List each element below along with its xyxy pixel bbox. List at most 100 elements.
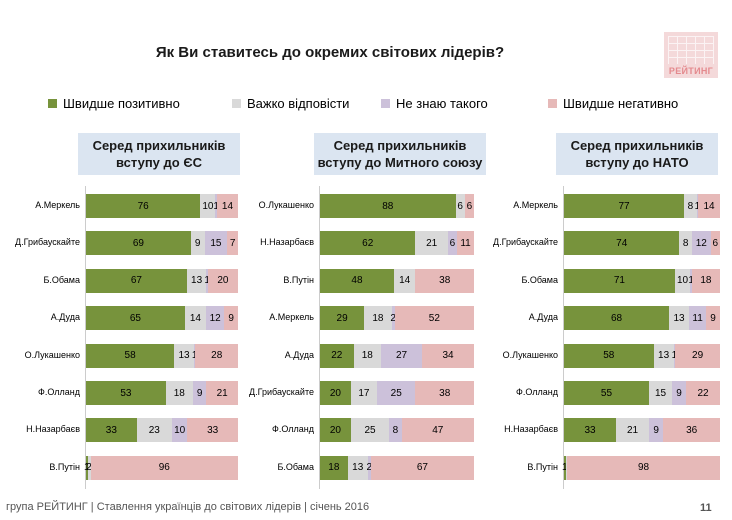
legend-label: Важко відповісти: [247, 96, 350, 111]
bar-segment: 1: [204, 268, 210, 293]
data-label: 25: [390, 387, 402, 399]
data-label: 2: [86, 462, 92, 474]
category-label: А.Дуда: [284, 349, 314, 360]
panel-title-text: Серед прихильників вступу до НАТО: [570, 138, 704, 170]
legend-label: Не знаю такого: [396, 96, 488, 111]
bar-segment: 2: [86, 455, 92, 480]
data-label: 18: [328, 462, 340, 474]
bar-segment: 33: [187, 418, 238, 443]
legend-swatch: [232, 99, 241, 109]
category-label: А.Дуда: [50, 312, 80, 323]
data-label: 34: [442, 350, 454, 362]
data-label: 20: [217, 275, 229, 287]
bar-segment: 7: [227, 231, 238, 256]
bar-segment: 6: [455, 194, 465, 218]
data-label: 14: [703, 200, 715, 212]
bar-segment: 13: [347, 455, 368, 480]
legend-swatch: [381, 99, 390, 109]
data-label: 68: [610, 312, 623, 324]
bar-segment: 1: [695, 194, 701, 218]
bar-segment: 14: [184, 306, 207, 331]
logo-grid-pattern: [668, 36, 714, 64]
bar-segment: 33: [86, 418, 137, 443]
data-label: 13: [658, 350, 670, 362]
category-label: Д.Грибаускайте: [493, 237, 558, 248]
data-label: 11: [692, 312, 703, 324]
data-label: 65: [129, 312, 141, 324]
bar-segment: 9: [192, 381, 207, 405]
bar-segment: 21: [206, 381, 238, 405]
data-label: 74: [616, 237, 628, 249]
bar-segment: 18: [364, 306, 392, 331]
legend-item: Важко відповісти: [232, 96, 349, 111]
bar-segment: 9: [706, 306, 720, 331]
rating-logo: РЕЙТИНГ: [664, 32, 718, 78]
bar-segment: 8: [684, 194, 697, 218]
data-label: 18: [700, 275, 712, 287]
footer-text: група РЕЙТИНГ | Ставлення українців до с…: [6, 501, 370, 513]
data-label: 21: [216, 387, 228, 399]
bar-segment: 18: [691, 268, 720, 293]
bar-segment: 98: [567, 455, 720, 480]
data-label: 17: [358, 387, 370, 399]
bar-segment: 21: [415, 231, 448, 256]
bar-segment: 23: [136, 418, 172, 443]
bar-segment: 69: [86, 231, 191, 256]
data-label: 1: [688, 275, 694, 286]
bar-segment: 74: [564, 231, 680, 256]
bar-segment: 34: [422, 343, 474, 368]
bar-segment: 18: [320, 455, 348, 480]
bar-segment: 18: [353, 343, 381, 368]
data-label: 69: [132, 237, 144, 249]
bar-segment: 10: [200, 194, 216, 218]
bar-segment: 2: [390, 306, 396, 331]
bar-segment: 62: [320, 231, 416, 256]
data-label: 77: [618, 200, 630, 212]
bar-segment: 1: [84, 455, 90, 480]
data-label: 9: [196, 387, 203, 399]
data-label: 27: [396, 350, 408, 362]
bar-segment: 13: [186, 268, 207, 293]
category-label: Н.Назарбаєв: [504, 424, 558, 435]
bar-segment: 36: [663, 418, 720, 443]
data-label: 1: [562, 462, 568, 473]
bar-segment: 55: [564, 381, 649, 405]
data-label: 88: [382, 200, 394, 212]
data-label: 58: [603, 350, 615, 362]
data-label: 38: [439, 275, 451, 287]
data-label: 13: [352, 462, 364, 474]
data-label: 14: [399, 275, 411, 287]
page-number: 11: [700, 502, 712, 514]
data-label: 71: [613, 275, 625, 287]
data-label: 10: [174, 424, 186, 436]
data-label: 18: [173, 387, 185, 399]
data-label: 67: [416, 462, 428, 474]
bar-segment: 17: [350, 381, 377, 405]
data-label: 33: [105, 424, 117, 436]
bar-segment: 14: [393, 268, 416, 293]
bar-segment: 15: [204, 231, 228, 256]
data-label: 15: [210, 237, 222, 249]
bar-segment: 52: [394, 306, 474, 331]
bar-segment: 9: [190, 231, 205, 256]
panel-title-text: Серед прихильників вступу до ЄС: [92, 138, 226, 170]
data-label: 1: [695, 201, 701, 212]
bar-segment: 38: [415, 381, 474, 405]
data-label: 21: [426, 237, 438, 249]
data-label: 52: [428, 312, 440, 324]
data-label: 21: [626, 424, 639, 436]
bar-segment: 11: [689, 306, 707, 331]
category-label: О.Лукашенко: [24, 349, 80, 360]
bar-segment: [565, 455, 568, 480]
data-label: 7: [229, 237, 236, 249]
data-label: 1: [192, 350, 198, 361]
legend: Швидше позитивно Важко відповісти Не знаю …: [0, 96, 732, 114]
bar-segment: 67: [86, 268, 187, 293]
category-label: А.Меркель: [513, 200, 558, 210]
data-label: 6: [457, 200, 463, 212]
bar-segment: 67: [370, 455, 474, 480]
bar-segment: 1: [192, 343, 198, 368]
data-label: 38: [439, 387, 451, 399]
data-label: 13: [191, 275, 203, 287]
bar-segment: 9: [672, 381, 686, 405]
